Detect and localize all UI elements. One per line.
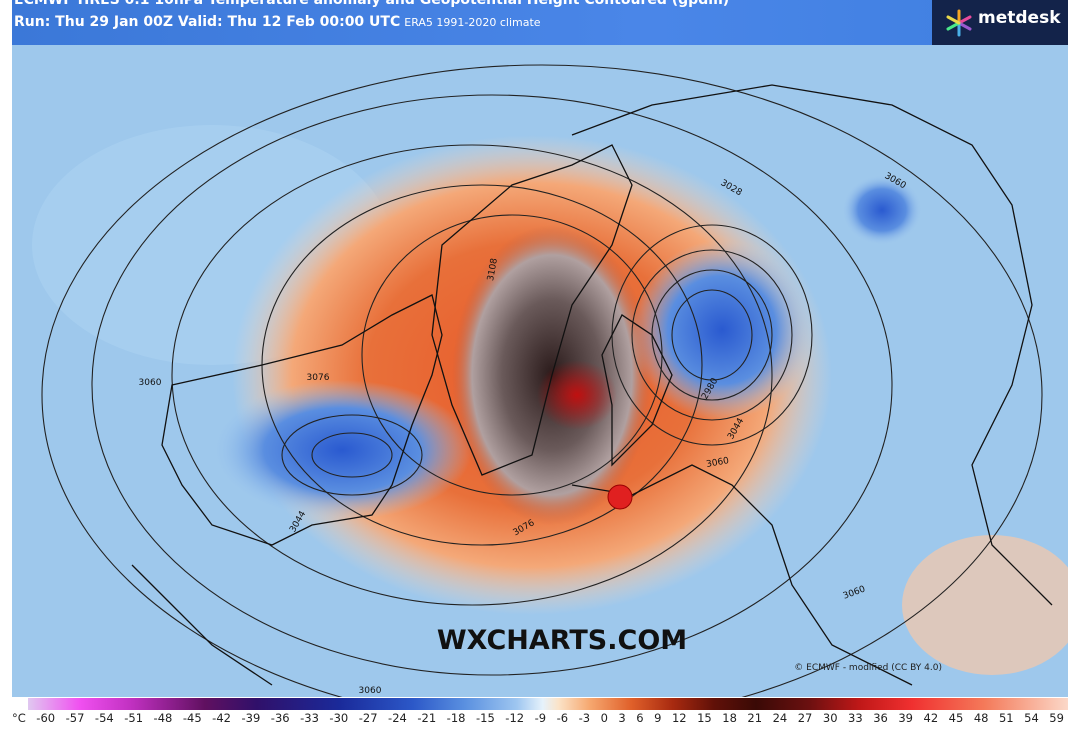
colorbar-label: -42 (212, 711, 231, 725)
logo-icon (946, 9, 972, 37)
logo-text: metdesk (978, 8, 1061, 28)
colorbar-label: -36 (270, 711, 290, 725)
colorbar-label: 6 (636, 711, 644, 725)
credit: © ECMWF - modified (CC BY 4.0) (794, 663, 942, 673)
contours (41, 64, 1043, 697)
colorbar-label: 27 (797, 711, 813, 725)
colorbar-label: -3 (578, 711, 591, 725)
colorbar-label: 15 (697, 711, 712, 725)
colorbar-label: -27 (358, 711, 378, 725)
colorbar-label: -18 (446, 711, 466, 725)
colorbar-label: -39 (241, 711, 261, 725)
anomaly-field (902, 535, 1068, 675)
colorbar-label: 45 (948, 711, 964, 725)
colorbar-label: -12 (505, 711, 525, 725)
colorbar-label: -15 (475, 711, 495, 725)
colorbar-label: °C (12, 711, 26, 725)
colorbar-label: 30 (822, 711, 838, 725)
header: ECMWF HRES 0.1 10hPa Temperature anomaly… (12, 0, 1068, 45)
run-info: Run: Thu 29 Jan 00Z Valid: Thu 12 Feb 00… (14, 14, 541, 30)
colorbar-label: -9 (534, 711, 547, 725)
climate-text: ERA5 1991-2020 climate (404, 16, 541, 29)
colorbar-label: 12 (671, 711, 687, 725)
location-marker[interactable] (607, 484, 633, 510)
colorbar-label: 21 (747, 711, 763, 725)
colorbar-label: 39 (898, 711, 913, 725)
warm-core (537, 360, 617, 430)
colorbar-label: 59 (1049, 711, 1064, 725)
contour-label: 3076 (307, 373, 330, 383)
title: ECMWF HRES 0.1 10hPa Temperature anomaly… (14, 0, 730, 8)
colorbar-label: 3 (618, 711, 626, 725)
colorbar-label: -6 (556, 711, 569, 725)
cold-anomaly (632, 240, 812, 420)
cold-anomaly (842, 175, 922, 245)
colorbar-label: 33 (848, 711, 863, 725)
colorbar-label: -48 (153, 711, 173, 725)
logo[interactable]: metdesk (932, 0, 1068, 45)
colorbar-label: -45 (182, 711, 202, 725)
contour-label: 3060 (359, 686, 382, 696)
colorbar-label: -54 (94, 711, 114, 725)
contour-label: 3060 (139, 378, 162, 388)
colorbar-label: 48 (973, 711, 989, 725)
run-text: Run: Thu 29 Jan 00Z Valid: Thu 12 Feb 00… (14, 14, 401, 30)
colorbar-label: -60 (36, 711, 56, 725)
colorbar-label: -57 (65, 711, 85, 725)
colorbar (28, 698, 1068, 710)
contour-label: 3108 (486, 257, 500, 282)
colorbar-label: 0 (600, 711, 608, 725)
colorbar-label: -33 (300, 711, 319, 725)
colorbar-label: 24 (772, 711, 788, 725)
colorbar-label: -21 (417, 711, 437, 725)
colorbar-label: -51 (124, 711, 144, 725)
colorbar-label: 51 (998, 711, 1014, 725)
watermark: WXCHARTS.COM (437, 625, 687, 656)
colorbar-labels: °C -60 -57 -54 -51 -48 -45 -42 -39 -36 -33 -30 -27 -2… (12, 711, 1064, 725)
contour-label: 3060 (706, 456, 731, 470)
colorbar-label: 54 (1024, 711, 1039, 725)
colorbar-label: 9 (654, 711, 662, 725)
cold-anomaly (212, 380, 472, 520)
colorbar-label: 42 (923, 711, 939, 725)
colorbar-label: 18 (722, 711, 737, 725)
colorbar-label: -30 (329, 711, 349, 725)
colorbar-label: -24 (388, 711, 407, 725)
colorbar-label: 36 (873, 711, 888, 725)
coastlines (131, 84, 1053, 686)
